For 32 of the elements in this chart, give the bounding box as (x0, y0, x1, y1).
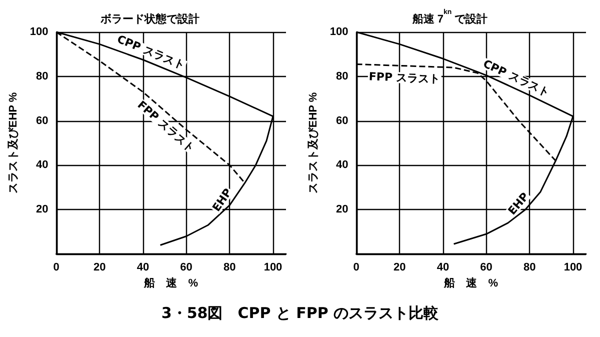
chart-title: ボラード状態で設計 (100, 12, 200, 26)
y-axis-title: スラスト及びEHP % (308, 92, 320, 194)
y-tick-label: 60 (336, 114, 348, 127)
y-tick-label: 100 (330, 26, 348, 38)
y-tick-label: 40 (336, 159, 348, 172)
series-label: FPP スラスト (368, 70, 441, 86)
x-tick-label: 60 (480, 262, 492, 274)
y-tick-label: 20 (36, 204, 48, 216)
y-axis-title: スラスト及びEHP % (8, 92, 20, 194)
x-axis-title: 船 速 % (443, 276, 498, 290)
x-tick-label: 0 (53, 262, 60, 274)
x-tick-label: 0 (353, 262, 360, 274)
x-tick-label: 100 (564, 262, 582, 274)
y-tick-label: 20 (336, 204, 348, 216)
x-tick-label: 40 (436, 262, 450, 274)
text: 3・58図 CPP と FPP のスラスト比較 (160, 304, 440, 323)
y-tick-label: 80 (336, 70, 348, 82)
y-tick-label: 80 (36, 70, 48, 82)
x-tick-label: 100 (264, 262, 282, 274)
y-tick-label: 40 (36, 159, 48, 172)
x-tick-label: 20 (393, 262, 406, 274)
text: CPP スラスト (115, 32, 187, 72)
text: CPP スラスト (481, 57, 552, 100)
y-tick-label: 100 (30, 26, 48, 38)
y-tick-label: 60 (36, 114, 48, 127)
x-tick-label: 60 (180, 262, 192, 274)
x-tick-label: 40 (136, 262, 150, 274)
text: FPP スラスト (134, 98, 198, 156)
x-tick-label: 80 (524, 262, 536, 274)
x-tick-label: 20 (93, 262, 106, 274)
x-tick-label: 80 (224, 262, 236, 274)
x-axis-title: 船 速 % (143, 276, 198, 290)
